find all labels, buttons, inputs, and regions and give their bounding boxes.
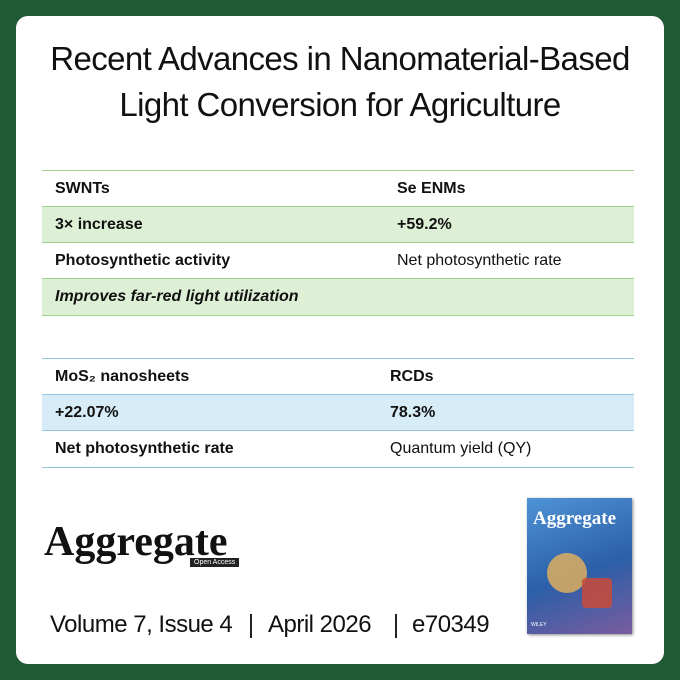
cover-art: [582, 578, 612, 608]
cell: MoS₂ nanosheets: [55, 368, 190, 385]
volume: Volume 7, Issue 4: [50, 611, 233, 638]
cover-publisher: WILEY: [531, 622, 547, 628]
table-row: MoS₂ nanosheets RCDs: [42, 358, 634, 395]
table-row: SWNTs Se ENMs: [42, 170, 634, 207]
journal-logo: Aggregate: [44, 519, 228, 565]
cell: +59.2%: [397, 216, 452, 233]
article-number: e70349: [412, 611, 490, 638]
cell: 3× increase: [55, 216, 143, 233]
title-line: Recent Advances in Nanomaterial-Based: [50, 40, 630, 77]
cell: Quantum yield (QY): [390, 440, 532, 457]
table-row: +22.07% 78.3%: [42, 394, 634, 431]
date: April 2026: [268, 611, 372, 638]
cell: Improves far-red light utilization: [55, 288, 299, 305]
cell: +22.07%: [55, 404, 119, 421]
table-row: 3× increase +59.2%: [42, 206, 634, 243]
cell: Net photosynthetic rate: [55, 440, 234, 457]
cell: 78.3%: [390, 404, 436, 421]
table-row: Net photosynthetic rate Quantum yield (Q…: [42, 430, 634, 468]
separator: [250, 614, 252, 638]
cover-title: Aggregate: [533, 508, 617, 529]
cell: Net photosynthetic rate: [397, 252, 562, 269]
table-row: Photosynthetic activity Net photosynthet…: [42, 242, 634, 279]
cell: Se ENMs: [397, 180, 466, 197]
separator: [395, 614, 397, 638]
cell: SWNTs: [55, 180, 110, 197]
cell: RCDs: [390, 368, 434, 385]
cover-image: Aggregate WILEY: [527, 498, 632, 634]
table-row: Improves far-red light utilization: [42, 278, 634, 316]
cover-art: [547, 553, 587, 593]
badge: Open Access: [190, 558, 240, 567]
title-line: Light Conversion for Agriculture: [119, 86, 561, 123]
cell: Photosynthetic activity: [55, 252, 231, 269]
